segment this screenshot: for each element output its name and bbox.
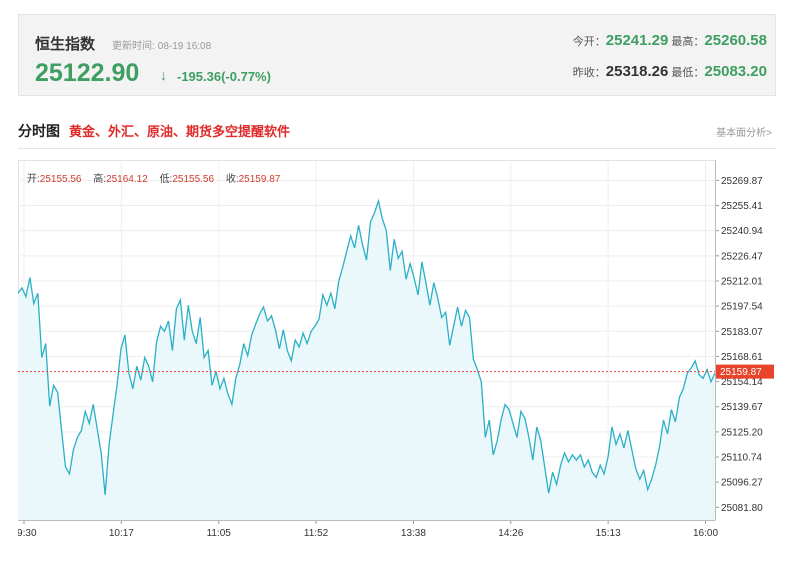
open-label: 今开： [572, 36, 606, 48]
y-tick-label: 25212.01 [721, 276, 763, 287]
x-tick-label: 15:13 [596, 528, 621, 539]
y-tick-label: 25255.41 [721, 201, 763, 212]
low-value: 25083.20 [704, 63, 767, 80]
y-tick-label: 25081.80 [721, 503, 763, 514]
x-tick-label: 14:26 [498, 528, 523, 539]
section-title: 分时图 [18, 123, 60, 139]
promo-link[interactable]: 黄金、外汇、原油、期货多空提醒软件 [69, 124, 291, 139]
y-tick-label: 25139.67 [721, 402, 763, 413]
chart-svg: 25269.87 25255.41 25240.94 25226.47 25212.01… [18, 160, 774, 539]
high-label: 最高： [671, 36, 705, 48]
y-tick-label: 25096.27 [721, 478, 763, 489]
ohlc-high-label: 高: [93, 174, 107, 185]
y-tick-label: 25110.74 [721, 453, 762, 464]
down-arrow-icon: ↓ [160, 67, 167, 83]
y-tick-label: 25269.87 [721, 176, 763, 187]
prev-close-label: 昨收： [572, 67, 606, 79]
prev-close-value: 25318.26 [605, 63, 669, 80]
ohlc-low-value: 25155.56 [172, 174, 215, 185]
y-tick-label: 25168.61 [721, 352, 763, 363]
ohlc-readout: 开:25155.56 高:25164.12 低:25155.56 收:25159… [27, 170, 289, 185]
ohlc-high-value: 25164.12 [106, 174, 148, 185]
fundamental-analysis-link[interactable]: 基本面分析> [716, 128, 772, 139]
quote-panel: 恒生指数 更新时间: 08-19 16:08 25122.90 ↓ -195.36… [18, 14, 776, 96]
ohlc-low-label: 低: [159, 174, 173, 185]
low-label: 最低： [671, 67, 705, 79]
x-tick-label: 10:17 [109, 528, 134, 539]
x-tick-label: 09:30 [18, 528, 37, 539]
update-time: 更新时间: 08-19 16:08 [112, 37, 211, 52]
y-tick-label: 25125.20 [721, 427, 763, 438]
prevclose-low-row: 昨收：25318.26 最低：25083.20 [573, 63, 767, 80]
open-value: 25241.29 [605, 32, 669, 49]
y-tick-label: 25226.47 [721, 251, 763, 262]
x-tick-label: 11:52 [304, 528, 329, 539]
index-name: 恒生指数 [35, 36, 96, 53]
y-tick-label: 25197.54 [721, 302, 763, 313]
intraday-chart: 25269.87 25255.41 25240.94 25226.47 25212.01… [18, 160, 776, 550]
x-tick-label: 16:00 [693, 528, 718, 539]
update-time-label: 更新时间: [112, 41, 155, 52]
ohlc-close-value: 25159.87 [238, 174, 281, 185]
ohlc-open-label: 开: [27, 174, 40, 185]
y-tick-label: 25240.94 [721, 226, 763, 237]
price-change: -195.36(-0.77%) [177, 69, 271, 84]
high-value: 25260.58 [704, 32, 767, 49]
current-price: 25122.90 [35, 59, 140, 87]
price-line [18, 198, 716, 495]
current-price-label: 25159.87 [720, 367, 762, 378]
update-time-value: 08-19 16:08 [157, 41, 212, 52]
y-tick-label: 25154.14 [721, 377, 763, 388]
x-tick-label: 11:05 [207, 528, 232, 539]
ohlc-close-label: 收: [225, 174, 239, 185]
section-divider [18, 148, 776, 149]
price-area [18, 201, 715, 520]
ohlc-open-value: 25155.56 [39, 174, 82, 185]
current-price-badge [716, 364, 774, 379]
x-tick-label: 13:38 [401, 528, 426, 539]
y-tick-label: 25183.07 [721, 327, 763, 338]
open-high-row: 今开：25241.29 最高：25260.58 [573, 32, 767, 49]
